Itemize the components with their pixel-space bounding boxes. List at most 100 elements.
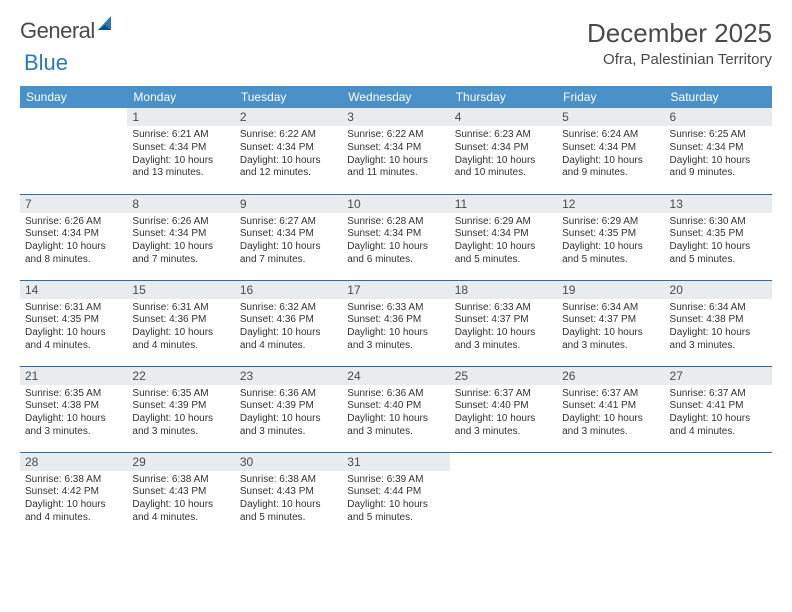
sunset-text: Sunset: 4:36 PM xyxy=(347,314,444,327)
calendar-row: 28Sunrise: 6:38 AMSunset: 4:42 PMDayligh… xyxy=(20,452,772,538)
calendar-cell: 12Sunrise: 6:29 AMSunset: 4:35 PMDayligh… xyxy=(557,194,664,280)
calendar-cell: 23Sunrise: 6:36 AMSunset: 4:39 PMDayligh… xyxy=(235,366,342,452)
calendar-table: Sunday Monday Tuesday Wednesday Thursday… xyxy=(20,86,772,538)
location: Ofra, Palestinian Territory xyxy=(587,51,772,68)
sunset-text: Sunset: 4:40 PM xyxy=(347,400,444,413)
day-body: Sunrise: 6:31 AMSunset: 4:36 PMDaylight:… xyxy=(127,299,234,355)
sunset-text: Sunset: 4:34 PM xyxy=(132,142,229,155)
sunset-text: Sunset: 4:41 PM xyxy=(670,400,767,413)
day-number: 10 xyxy=(342,195,449,213)
sunrise-text: Sunrise: 6:37 AM xyxy=(562,388,659,401)
day-body: Sunrise: 6:22 AMSunset: 4:34 PMDaylight:… xyxy=(342,126,449,182)
daylight-text: Daylight: 10 hours and 10 minutes. xyxy=(455,155,552,181)
sunrise-text: Sunrise: 6:37 AM xyxy=(670,388,767,401)
daylight-text: Daylight: 10 hours and 4 minutes. xyxy=(132,499,229,525)
day-number: 3 xyxy=(342,108,449,126)
day-number: 12 xyxy=(557,195,664,213)
sunset-text: Sunset: 4:34 PM xyxy=(562,142,659,155)
calendar-row: 1Sunrise: 6:21 AMSunset: 4:34 PMDaylight… xyxy=(20,108,772,194)
daylight-text: Daylight: 10 hours and 5 minutes. xyxy=(562,241,659,267)
day-number: 2 xyxy=(235,108,342,126)
daylight-text: Daylight: 10 hours and 3 minutes. xyxy=(455,327,552,353)
sunset-text: Sunset: 4:37 PM xyxy=(562,314,659,327)
month-title: December 2025 xyxy=(587,18,772,49)
daylight-text: Daylight: 10 hours and 9 minutes. xyxy=(670,155,767,181)
day-body: Sunrise: 6:33 AMSunset: 4:36 PMDaylight:… xyxy=(342,299,449,355)
day-body: Sunrise: 6:32 AMSunset: 4:36 PMDaylight:… xyxy=(235,299,342,355)
daylight-text: Daylight: 10 hours and 3 minutes. xyxy=(240,413,337,439)
sunset-text: Sunset: 4:43 PM xyxy=(132,486,229,499)
day-number: 20 xyxy=(665,281,772,299)
calendar-cell xyxy=(665,452,772,538)
calendar-cell: 26Sunrise: 6:37 AMSunset: 4:41 PMDayligh… xyxy=(557,366,664,452)
calendar-cell: 18Sunrise: 6:33 AMSunset: 4:37 PMDayligh… xyxy=(450,280,557,366)
day-body: Sunrise: 6:36 AMSunset: 4:40 PMDaylight:… xyxy=(342,385,449,441)
day-number: 23 xyxy=(235,367,342,385)
daylight-text: Daylight: 10 hours and 3 minutes. xyxy=(132,413,229,439)
day-body: Sunrise: 6:35 AMSunset: 4:39 PMDaylight:… xyxy=(127,385,234,441)
sunrise-text: Sunrise: 6:31 AM xyxy=(25,302,122,315)
sunrise-text: Sunrise: 6:28 AM xyxy=(347,216,444,229)
calendar-row: 14Sunrise: 6:31 AMSunset: 4:35 PMDayligh… xyxy=(20,280,772,366)
sunset-text: Sunset: 4:34 PM xyxy=(240,228,337,241)
sunset-text: Sunset: 4:34 PM xyxy=(455,142,552,155)
day-body: Sunrise: 6:35 AMSunset: 4:38 PMDaylight:… xyxy=(20,385,127,441)
daylight-text: Daylight: 10 hours and 5 minutes. xyxy=(670,241,767,267)
sunrise-text: Sunrise: 6:31 AM xyxy=(132,302,229,315)
daylight-text: Daylight: 10 hours and 5 minutes. xyxy=(347,499,444,525)
daylight-text: Daylight: 10 hours and 5 minutes. xyxy=(455,241,552,267)
calendar-cell: 28Sunrise: 6:38 AMSunset: 4:42 PMDayligh… xyxy=(20,452,127,538)
day-body xyxy=(20,112,127,117)
day-number: 31 xyxy=(342,453,449,471)
daylight-text: Daylight: 10 hours and 3 minutes. xyxy=(562,327,659,353)
sunrise-text: Sunrise: 6:36 AM xyxy=(240,388,337,401)
calendar-cell: 21Sunrise: 6:35 AMSunset: 4:38 PMDayligh… xyxy=(20,366,127,452)
sunset-text: Sunset: 4:38 PM xyxy=(670,314,767,327)
sunrise-text: Sunrise: 6:32 AM xyxy=(240,302,337,315)
daylight-text: Daylight: 10 hours and 12 minutes. xyxy=(240,155,337,181)
daylight-text: Daylight: 10 hours and 5 minutes. xyxy=(240,499,337,525)
day-body: Sunrise: 6:21 AMSunset: 4:34 PMDaylight:… xyxy=(127,126,234,182)
daylight-text: Daylight: 10 hours and 3 minutes. xyxy=(670,327,767,353)
calendar-cell xyxy=(450,452,557,538)
sunrise-text: Sunrise: 6:22 AM xyxy=(347,129,444,142)
sunrise-text: Sunrise: 6:26 AM xyxy=(132,216,229,229)
daylight-text: Daylight: 10 hours and 4 minutes. xyxy=(132,327,229,353)
day-number: 22 xyxy=(127,367,234,385)
daylight-text: Daylight: 10 hours and 4 minutes. xyxy=(25,499,122,525)
sunrise-text: Sunrise: 6:27 AM xyxy=(240,216,337,229)
sunrise-text: Sunrise: 6:21 AM xyxy=(132,129,229,142)
calendar-cell: 3Sunrise: 6:22 AMSunset: 4:34 PMDaylight… xyxy=(342,108,449,194)
calendar-cell: 6Sunrise: 6:25 AMSunset: 4:34 PMDaylight… xyxy=(665,108,772,194)
daylight-text: Daylight: 10 hours and 11 minutes. xyxy=(347,155,444,181)
logo-sail-icon xyxy=(97,14,117,34)
calendar-cell xyxy=(20,108,127,194)
calendar-cell: 8Sunrise: 6:26 AMSunset: 4:34 PMDaylight… xyxy=(127,194,234,280)
calendar-cell: 5Sunrise: 6:24 AMSunset: 4:34 PMDaylight… xyxy=(557,108,664,194)
sunrise-text: Sunrise: 6:34 AM xyxy=(670,302,767,315)
day-number: 1 xyxy=(127,108,234,126)
sunset-text: Sunset: 4:34 PM xyxy=(455,228,552,241)
day-number: 19 xyxy=(557,281,664,299)
logo: General xyxy=(20,18,117,44)
calendar-cell: 15Sunrise: 6:31 AMSunset: 4:36 PMDayligh… xyxy=(127,280,234,366)
sunrise-text: Sunrise: 6:25 AM xyxy=(670,129,767,142)
calendar-cell: 9Sunrise: 6:27 AMSunset: 4:34 PMDaylight… xyxy=(235,194,342,280)
sunset-text: Sunset: 4:39 PM xyxy=(132,400,229,413)
calendar-cell: 25Sunrise: 6:37 AMSunset: 4:40 PMDayligh… xyxy=(450,366,557,452)
day-number: 6 xyxy=(665,108,772,126)
sunrise-text: Sunrise: 6:29 AM xyxy=(455,216,552,229)
daylight-text: Daylight: 10 hours and 3 minutes. xyxy=(25,413,122,439)
calendar-cell: 27Sunrise: 6:37 AMSunset: 4:41 PMDayligh… xyxy=(665,366,772,452)
sunrise-text: Sunrise: 6:37 AM xyxy=(455,388,552,401)
sunrise-text: Sunrise: 6:34 AM xyxy=(562,302,659,315)
sunset-text: Sunset: 4:35 PM xyxy=(562,228,659,241)
calendar-cell: 4Sunrise: 6:23 AMSunset: 4:34 PMDaylight… xyxy=(450,108,557,194)
day-body: Sunrise: 6:28 AMSunset: 4:34 PMDaylight:… xyxy=(342,213,449,269)
calendar-cell: 13Sunrise: 6:30 AMSunset: 4:35 PMDayligh… xyxy=(665,194,772,280)
day-body: Sunrise: 6:22 AMSunset: 4:34 PMDaylight:… xyxy=(235,126,342,182)
sunrise-text: Sunrise: 6:26 AM xyxy=(25,216,122,229)
sunset-text: Sunset: 4:36 PM xyxy=(132,314,229,327)
day-body: Sunrise: 6:38 AMSunset: 4:43 PMDaylight:… xyxy=(235,471,342,527)
sunset-text: Sunset: 4:34 PM xyxy=(240,142,337,155)
